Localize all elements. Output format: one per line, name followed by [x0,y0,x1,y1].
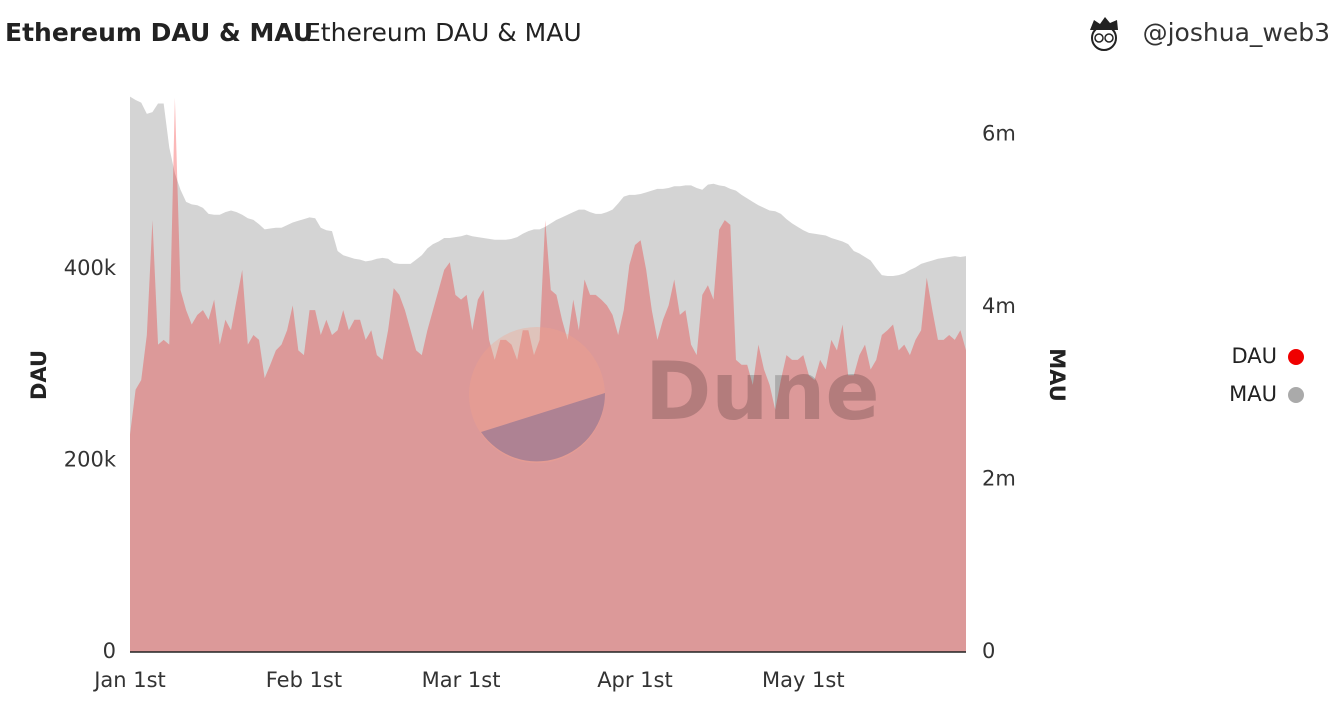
legend-marker [1288,349,1304,365]
area [130,97,966,652]
area [130,96,966,653]
x-tick-label: Mar 1st [422,668,501,692]
y2-tick-label: 4m [982,294,1016,318]
plot [130,96,966,653]
x-tick-label: May 1st [762,668,845,692]
author: @joshua_web3 [1143,18,1330,47]
watermark: Dune [645,345,880,438]
y-tick-label: 0 [103,639,116,663]
y2-axis-title: MAU [1045,348,1069,402]
legend-marker [1288,387,1304,403]
x-tick-label: Jan 1st [92,668,166,692]
y-axis-title: DAU [27,350,51,400]
watermark-logo [469,327,606,463]
x-tick-label: Feb 1st [266,668,342,692]
y2-tick-label: 0 [982,639,995,663]
legend-label: DAU [1231,344,1277,368]
x-tick-label: Apr 1st [597,668,673,692]
y2-tick-label: 6m [982,122,1016,146]
subtitle: Ethereum DAU & MAU [305,18,582,47]
avatar [1090,17,1118,51]
title: Ethereum DAU & MAU [5,18,313,47]
y-tick-label: 400k [64,256,117,280]
legend-label: MAU [1229,382,1277,406]
y-tick-label: 200k [64,447,117,471]
y2-tick-label: 2m [982,467,1016,491]
